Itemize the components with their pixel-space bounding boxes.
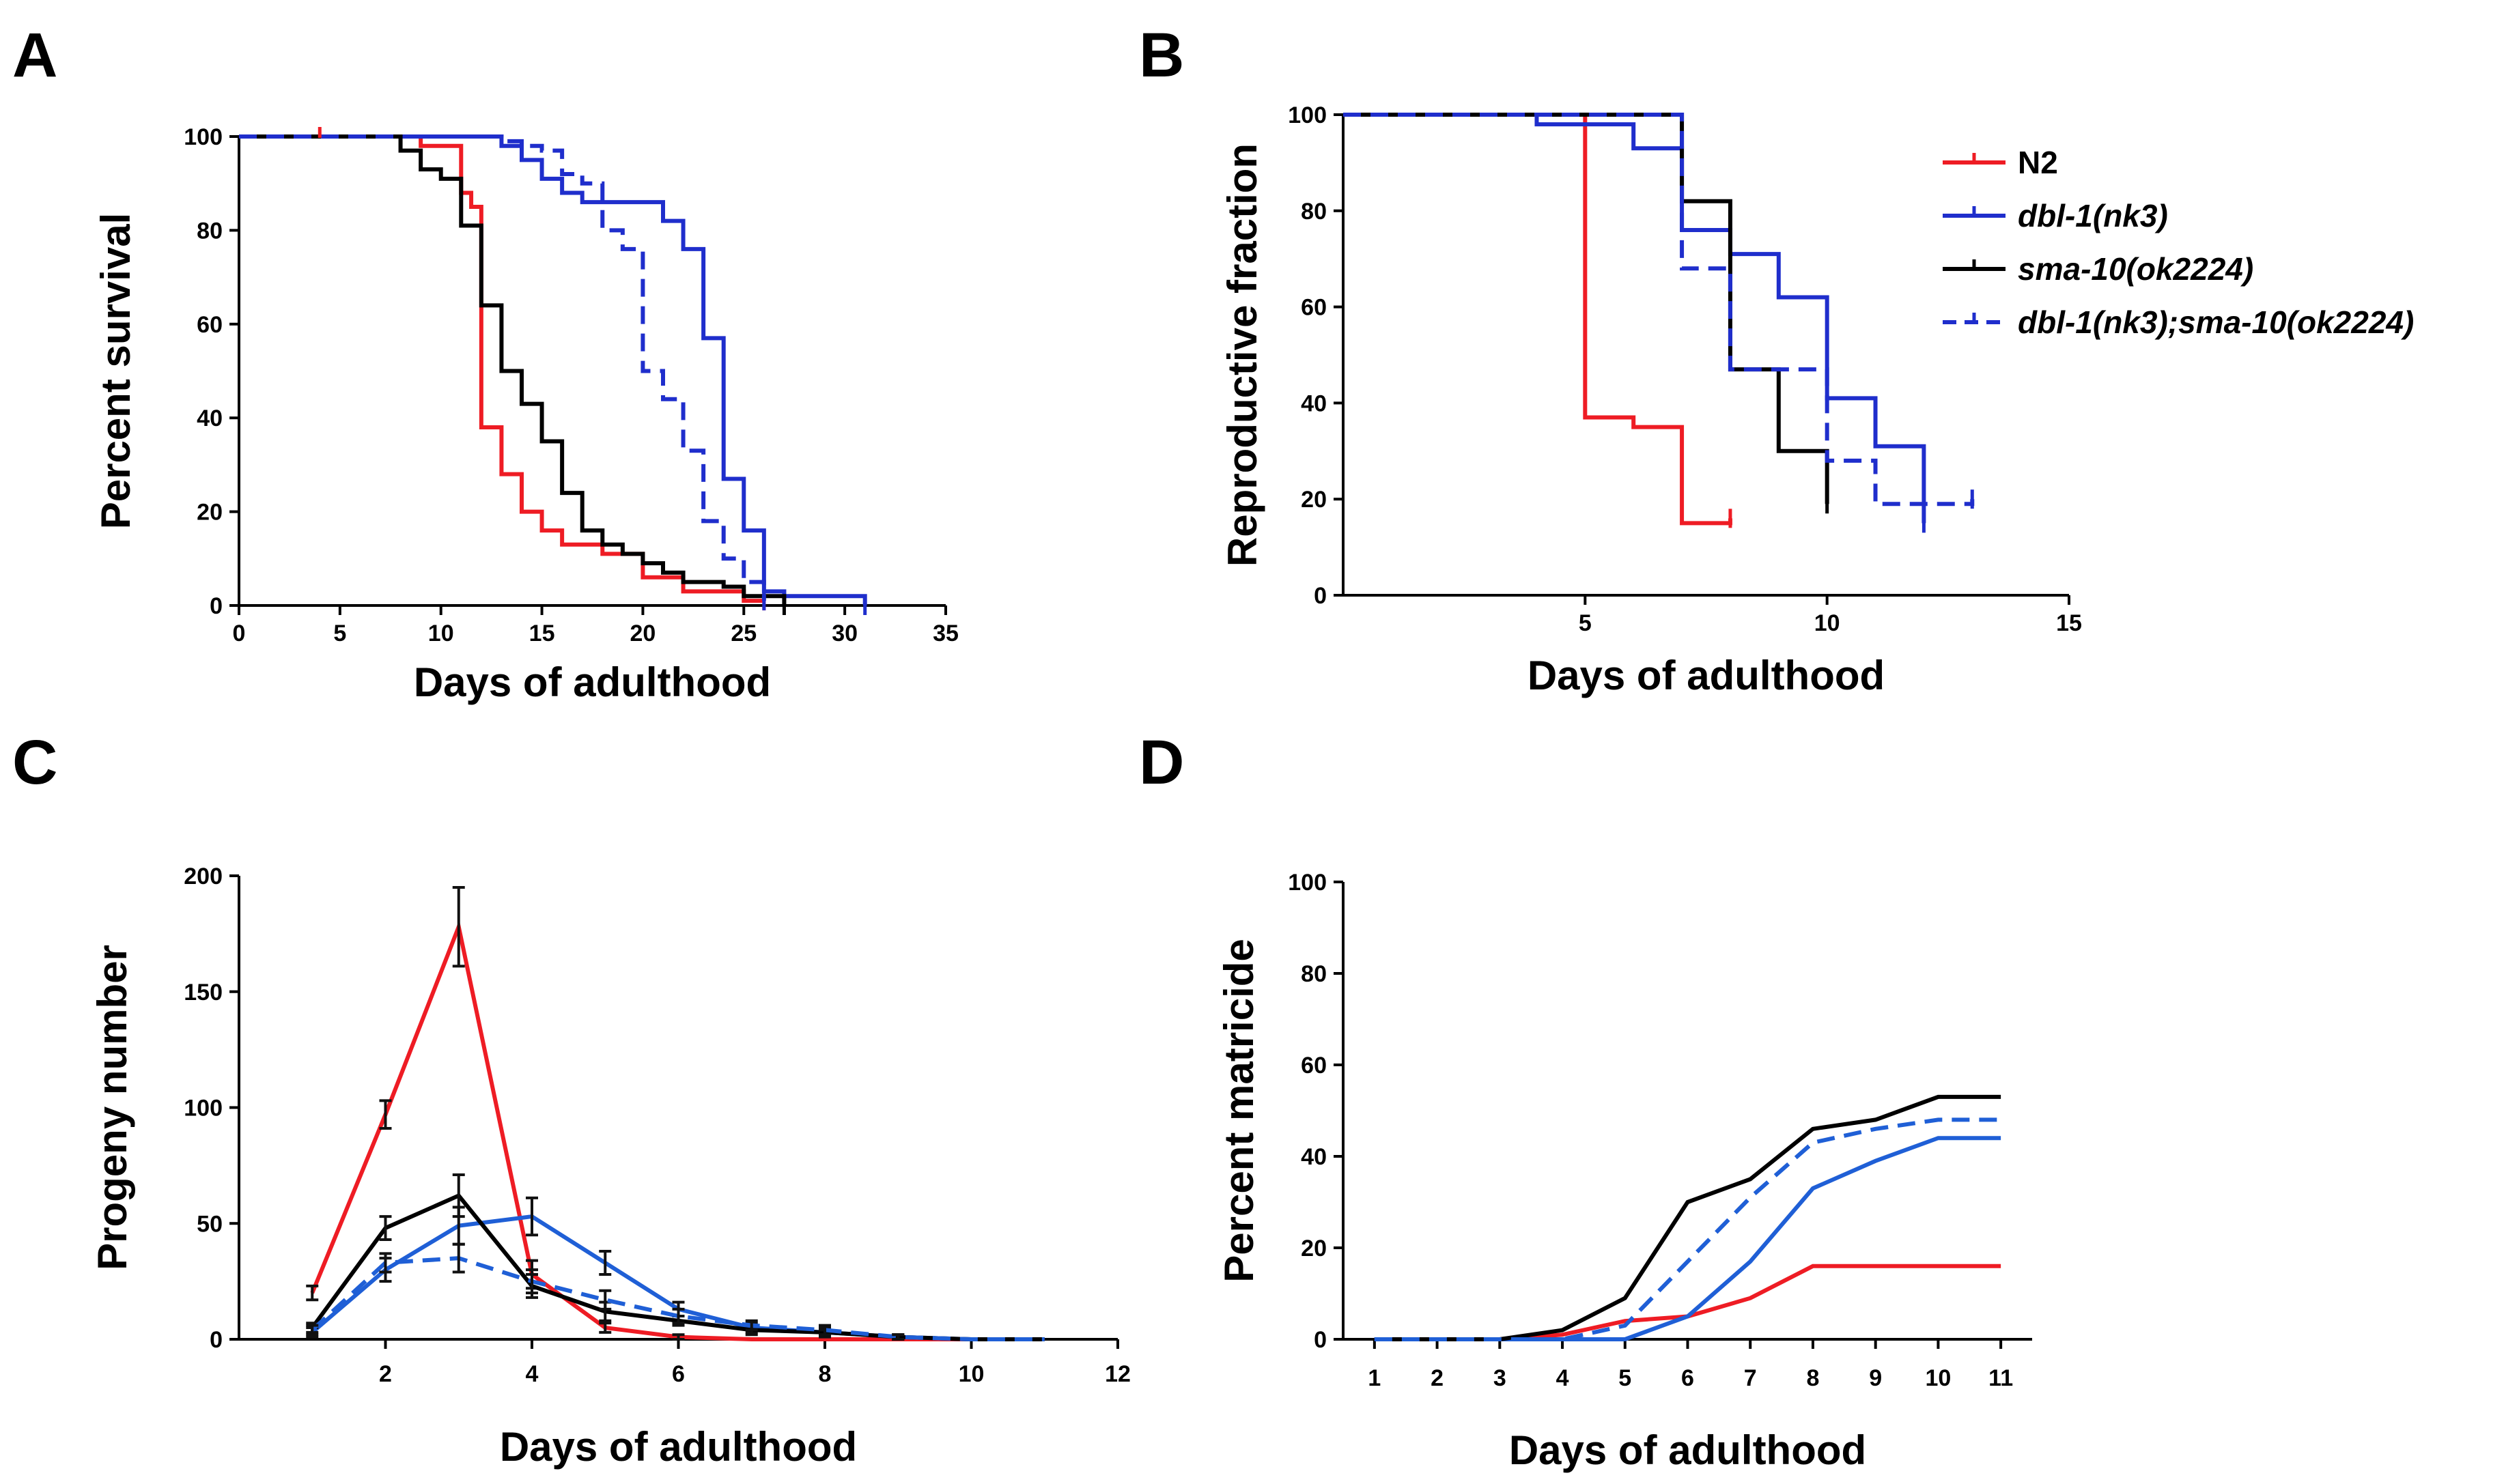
panel-d-x-tick-label: 1 [1368, 1365, 1381, 1391]
panel-d-x-tick-label: 10 [1925, 1365, 1951, 1391]
panel-d-x-tick-label: 11 [1988, 1365, 2013, 1391]
panel-c-y-tick-label: 50 [197, 1211, 223, 1237]
panel-d-y-tick-label: 20 [1301, 1236, 1327, 1261]
legend-label-sma-10-ok2224: sma-10(ok2224) [2018, 251, 2253, 287]
legend-label-dbl-1-nk3-sma-10-ok2224: dbl-1(nk3);sma-10(ok2224) [2018, 304, 2414, 340]
panel-d-series-dbl-1-nk3-sma-10-ok2224 [1374, 1117, 2001, 1341]
panel-c-y-tick-label: 0 [210, 1327, 223, 1353]
panel-a-chart: 0 20 40 60 80 100 0 5 10 15 20 25 30 35 Days of adulth… [93, 124, 959, 705]
panel-d-y-tick-label: 60 [1301, 1053, 1327, 1079]
panel-b-x-tick-label: 5 [1579, 610, 1592, 636]
panel-a-x-tick-label: 30 [832, 620, 858, 646]
panel-d-x-tick-label: 8 [1806, 1365, 1819, 1391]
panel-b-y-tick-label: 100 [1288, 102, 1327, 128]
panel-d-y-axis-title: Percent matricide [1216, 939, 1262, 1283]
panel-a-y-tick-label: 40 [197, 405, 223, 431]
panel-b-y-axis-title: Reproductive fraction [1220, 143, 1265, 567]
panel-b-y-tick-label: 40 [1301, 390, 1327, 416]
panel-d-series-sma-10-ok2224 [1374, 1094, 2001, 1341]
panel-d-x-tick-label: 9 [1869, 1365, 1882, 1391]
panel-a-y-tick-label: 60 [197, 312, 223, 338]
panel-a-y-tick-label: 80 [197, 218, 223, 244]
legend: N2 dbl-1(nk3) sma-10(ok2224) dbl-1(nk3);sma… [1943, 145, 2414, 340]
panel-d-x-tick-label: 6 [1681, 1365, 1694, 1391]
panel-c-x-axis-title: Days of adulthood [500, 1424, 857, 1470]
panel-d-y-tick-label: 0 [1314, 1327, 1327, 1353]
panel-b-y-tick-label: 80 [1301, 199, 1327, 225]
panel-a-x-tick-label: 35 [933, 620, 959, 646]
panel-a-x-tick-label: 10 [428, 620, 454, 646]
panel-d-x-tick-label: 3 [1493, 1365, 1506, 1391]
panel-c-x-tick-label: 8 [819, 1361, 832, 1387]
panel-d-x-axis-title: Days of adulthood [1509, 1427, 1866, 1473]
panel-c-y-tick-label: 150 [184, 980, 223, 1005]
panel-c-series-n2 [310, 919, 1045, 1341]
panel-b-y-tick-label: 60 [1301, 295, 1327, 321]
panel-c-x-tick-label: 6 [672, 1361, 685, 1387]
panel-a-series-dbl-1-nk3 [239, 134, 867, 605]
panel-d-y-tick-label: 80 [1301, 961, 1327, 987]
panel-a-y-tick-label: 20 [197, 500, 223, 526]
panel-a-series-sma-10-ok2224 [239, 134, 787, 605]
panel-c-y-axis-title: Progeny number [89, 945, 135, 1270]
panel-b-y-tick-label: 0 [1314, 583, 1327, 609]
panel-c-y-tick-label: 100 [184, 1096, 223, 1122]
panel-a-y-tick-label: 100 [184, 124, 223, 150]
panel-c-x-tick-label: 2 [379, 1361, 392, 1387]
panel-d-series-dbl-1-nk3 [1374, 1136, 2001, 1341]
panel-a-x-tick-label: 25 [731, 620, 757, 646]
panel-b-x-tick-label: 15 [2056, 610, 2082, 636]
legend-label-n2: N2 [2018, 145, 2058, 180]
panel-c-x-tick-label: 12 [1105, 1361, 1131, 1387]
panel-a-series-dbl-1-nk3-sma-10-ok2224 [239, 134, 766, 601]
panel-a-y-tick-label: 0 [210, 593, 223, 619]
panel-d-x-tick-label: 2 [1431, 1365, 1444, 1391]
panel-b-y-tick-label: 20 [1301, 487, 1327, 513]
panel-b-x-tick-label: 10 [1814, 610, 1840, 636]
panel-c-y-tick-label: 200 [184, 864, 223, 889]
panel-a-x-tick-label: 15 [529, 620, 555, 646]
panel-b-chart: 0 20 40 60 80 100 5 10 15 Days of adulthood Reprod… [1220, 102, 2082, 698]
panel-a-x-tick-label: 20 [630, 620, 656, 646]
panel-d-x-tick-label: 4 [1556, 1365, 1569, 1391]
panel-letter-c: C [12, 728, 57, 797]
panel-letter-b: B [1139, 20, 1184, 90]
panel-c-x-tick-label: 4 [526, 1361, 539, 1387]
panel-a-y-axis-title: Percent survival [93, 213, 139, 530]
panel-a-x-axis-title: Days of adulthood [414, 659, 771, 705]
panel-d-chart: 0 20 40 60 80 100 1 2 3 4 5 6 7 8 9 10 11 Days of adultho… [1216, 870, 2032, 1473]
panel-letter-a: A [12, 20, 57, 90]
panel-b-x-axis-title: Days of adulthood [1528, 653, 1885, 698]
legend-label-dbl-1-nk3: dbl-1(nk3) [2018, 198, 2168, 233]
panel-d-x-tick-label: 5 [1618, 1365, 1631, 1391]
panel-a-x-tick-label: 0 [233, 620, 246, 646]
panel-b-series-dbl-1-nk3-sma-10-ok2224 [1343, 113, 1975, 506]
panel-c-x-tick-label: 10 [959, 1361, 985, 1387]
panel-d-series-n2 [1374, 1264, 2001, 1341]
panel-d-x-tick-label: 7 [1744, 1365, 1757, 1391]
panel-d-y-tick-label: 40 [1301, 1144, 1327, 1170]
panel-b-series-dbl-1-nk3 [1343, 113, 1926, 524]
panel-a-x-tick-label: 5 [333, 620, 346, 646]
panel-d-y-tick-label: 100 [1288, 870, 1327, 896]
panel-b-series-n2 [1343, 113, 1732, 526]
panel-c-chart: 0 50 100 150 200 2 4 6 8 10 12 Days of adulthood Pro… [89, 864, 1131, 1470]
panel-letter-d: D [1139, 728, 1184, 797]
panel-c-series-dbl-1-nk3-sma-10-ok2224 [311, 1256, 1045, 1341]
